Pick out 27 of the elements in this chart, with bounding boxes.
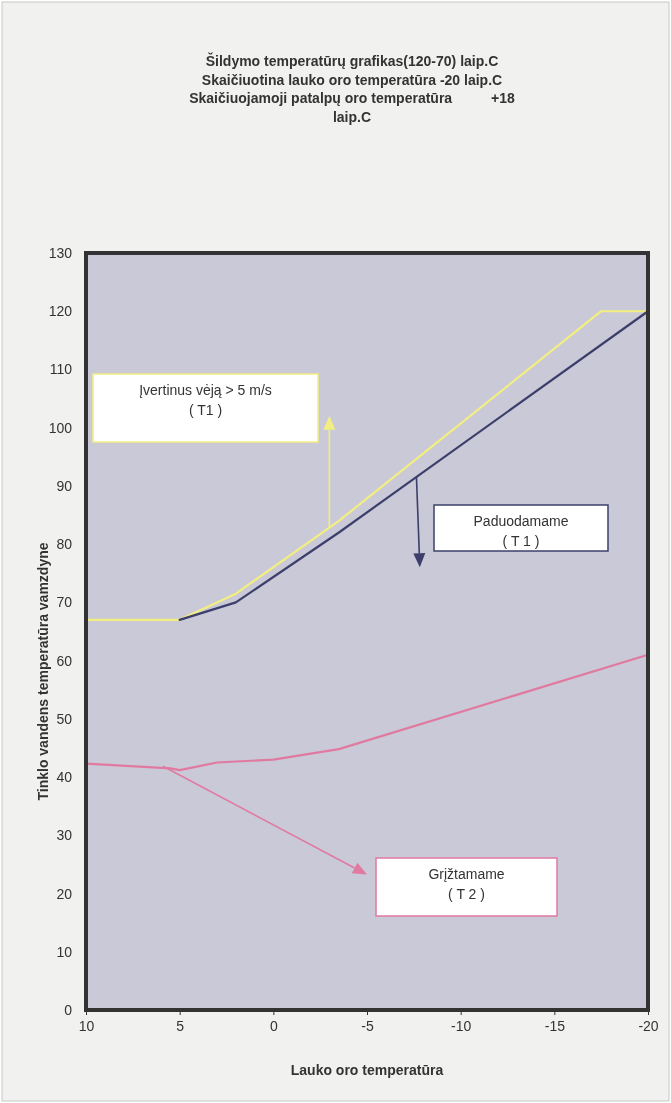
y-tick-label: 0: [64, 1001, 73, 1018]
chart-title: Šildymo temperatūrų grafikas(120-70) laip.C Skaičiuotina lauko oro temperatūra -20 laip.C Skaičiuojamoji patalpų oro temperatūra +18 laip.C: [189, 52, 515, 125]
y-tick-label: 20: [56, 885, 73, 902]
x-tick-label: 5: [176, 1017, 185, 1034]
x-tick-label: 10: [78, 1017, 95, 1034]
y-tick-label: 60: [56, 652, 73, 669]
y-tick-label: 50: [56, 710, 73, 727]
x-tick-label: -20: [638, 1017, 659, 1034]
x-tick-label: -5: [361, 1017, 374, 1034]
y-tick-label: 80: [56, 536, 73, 553]
y-tick-label: 90: [56, 477, 73, 494]
annotation: Grįžtamame ( T 2 ): [428, 866, 505, 902]
y-tick-label: 30: [56, 827, 73, 844]
y-axis-title: Tinklo vandens temperatūra vamzdyne: [35, 542, 51, 801]
annotation: Paduodamame ( T 1 ): [473, 513, 569, 549]
y-tick-label: 10: [56, 943, 73, 960]
annotation: Įvertinus vėją > 5 m/s ( T1 ): [139, 382, 272, 418]
x-tick-label: -15: [544, 1017, 566, 1034]
x-tick-label: -10: [451, 1017, 472, 1034]
y-tick-label: 100: [48, 419, 73, 436]
y-tick-label: 40: [56, 769, 73, 786]
y-tick-label: 120: [48, 303, 73, 320]
y-tick-label: 130: [48, 244, 73, 261]
y-tick-label: 70: [56, 594, 73, 611]
x-tick-label: 0: [269, 1017, 278, 1034]
x-axis-title: Lauko oro temperatūra: [290, 1062, 444, 1078]
y-tick-label: 110: [49, 361, 73, 378]
